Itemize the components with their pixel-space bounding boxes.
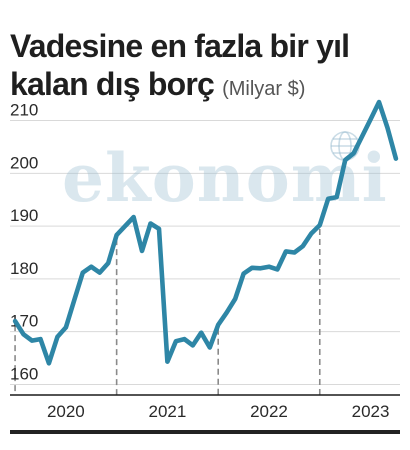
gridlines xyxy=(10,120,400,385)
x-tick-label: 2020 xyxy=(47,402,85,421)
year-dividers xyxy=(14,229,321,395)
y-tick-label: 160 xyxy=(10,364,38,383)
y-tick-label: 180 xyxy=(10,259,38,278)
series-line xyxy=(12,99,399,366)
chart-unit-label: (Milyar $) xyxy=(222,78,306,100)
x-axis-ticks: 2020 2021 2022 2023 xyxy=(47,402,390,421)
chart-title-text: Vadesine en fazla bir yıl kalan dış borç xyxy=(10,28,350,102)
bottom-rule xyxy=(10,430,400,434)
chart-title: Vadesine en fazla bir yıl kalan dış borç… xyxy=(10,27,405,108)
y-tick-label: 210 xyxy=(10,101,38,120)
y-tick-label: 190 xyxy=(10,206,38,225)
watermark: ekonomi xyxy=(62,131,387,217)
x-tick-label: 2022 xyxy=(250,402,288,421)
y-tick-label: 200 xyxy=(10,153,38,172)
x-tick-label: 2023 xyxy=(352,402,390,421)
x-tick-label: 2021 xyxy=(149,402,187,421)
